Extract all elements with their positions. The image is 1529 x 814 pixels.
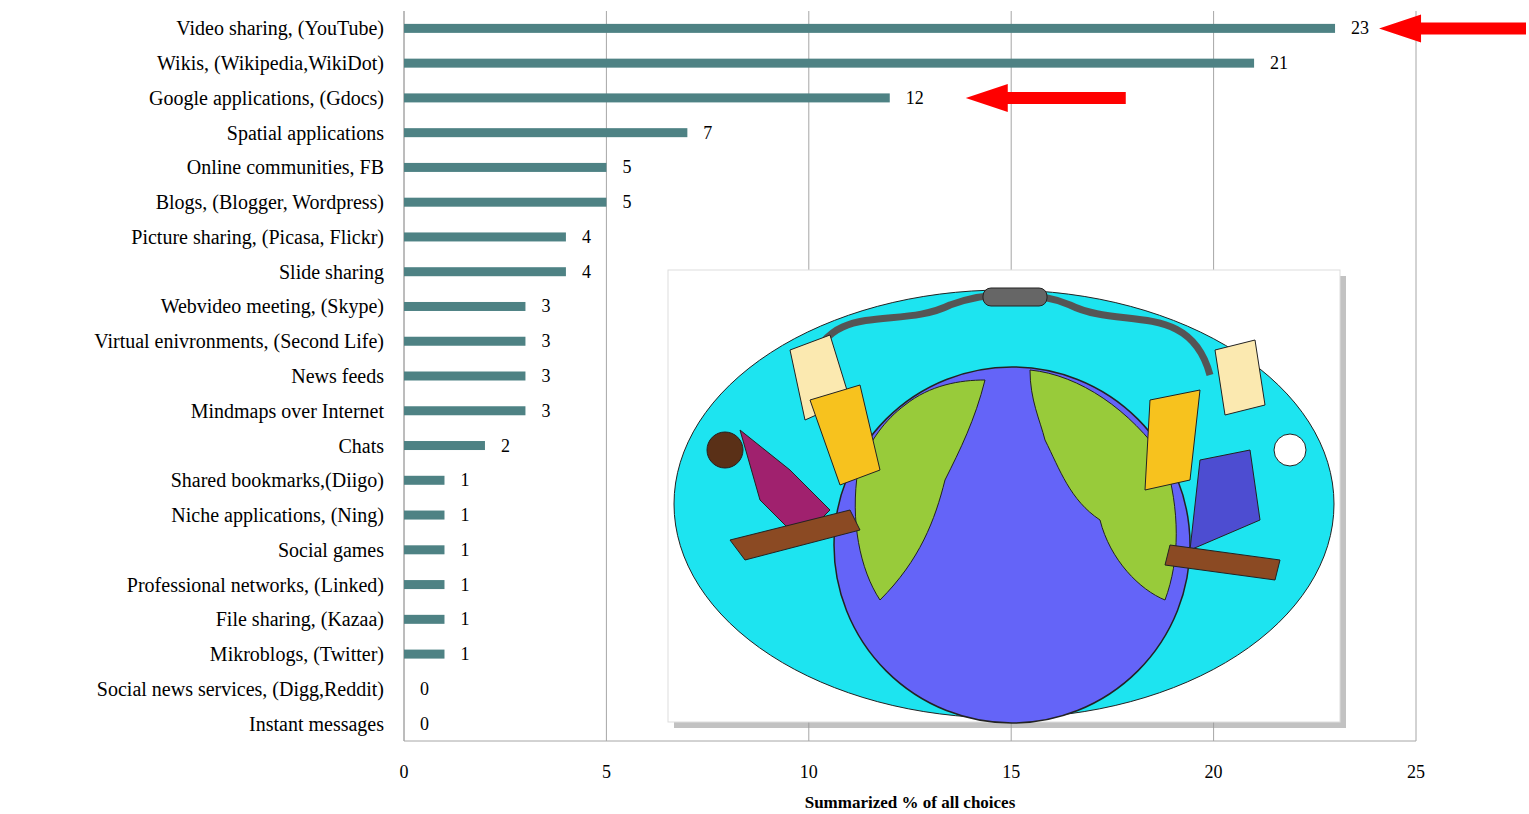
grid-line <box>606 11 607 741</box>
bar <box>404 580 444 589</box>
image-continent <box>855 380 985 600</box>
bar <box>404 372 525 381</box>
bar <box>404 511 444 520</box>
bar <box>404 719 405 728</box>
data-label: 2 <box>501 436 510 456</box>
category-label: Wikis, (Wikipedia,WikiDot) <box>157 52 384 75</box>
image-cable <box>812 294 1210 375</box>
data-label: 3 <box>541 401 550 421</box>
category-label: Online communities, FB <box>187 156 384 178</box>
grid-line <box>1416 11 1417 741</box>
image-desk <box>1165 545 1280 580</box>
tick-label: 10 <box>800 762 818 782</box>
category-label: Professional networks, (Linked) <box>127 574 384 597</box>
tick-label: 15 <box>1002 762 1020 782</box>
category-label: Virtual enivronments, (Second Life) <box>94 330 384 353</box>
data-label: 1 <box>460 540 469 560</box>
data-label: 23 <box>1351 18 1369 38</box>
category-label: Mindmaps over Internet <box>191 400 385 423</box>
category-label: Spatial applications <box>227 122 384 145</box>
data-label: 4 <box>582 262 591 282</box>
image-monitor <box>810 385 880 485</box>
category-label: Chats <box>338 435 384 457</box>
image-person <box>1190 450 1260 550</box>
image-person-head <box>707 432 743 468</box>
red-arrow <box>1379 14 1526 42</box>
arrow-shape <box>966 84 1126 112</box>
image-connector <box>983 288 1047 306</box>
bar <box>404 615 444 624</box>
category-label: Picture sharing, (Picasa, Flickr) <box>131 226 384 249</box>
bar <box>404 302 525 311</box>
bar <box>404 24 1335 33</box>
category-label: Shared bookmarks,(Diigo) <box>171 469 384 492</box>
category-label: Blogs, (Blogger, Wordpress) <box>156 191 384 214</box>
category-label: File sharing, (Kazaa) <box>216 608 384 631</box>
data-label: 1 <box>460 575 469 595</box>
category-label: Slide sharing <box>279 261 384 284</box>
data-label: 1 <box>460 470 469 490</box>
category-label: Niche applications, (Ning) <box>171 504 384 527</box>
data-label: 5 <box>622 157 631 177</box>
data-label: 0 <box>420 679 429 699</box>
tick-label: 5 <box>602 762 611 782</box>
bar <box>404 163 606 172</box>
red-arrow <box>966 84 1126 112</box>
data-label: 3 <box>541 366 550 386</box>
category-label: Google applications, (Gdocs) <box>149 87 384 110</box>
grid <box>404 11 1416 741</box>
bar <box>404 337 525 346</box>
tick-label: 0 <box>400 762 409 782</box>
tick-label: 20 <box>1205 762 1223 782</box>
category-label: Social news services, (Digg,Reddit) <box>97 678 384 701</box>
data-label: 3 <box>541 331 550 351</box>
x-axis-title: Summarized % of all choices <box>805 793 1016 812</box>
image-desk <box>730 510 860 560</box>
bar <box>404 267 566 276</box>
category-label: Video sharing, (YouTube) <box>176 17 384 40</box>
bar <box>404 198 606 207</box>
clip-art <box>668 270 1346 728</box>
category-label: Mikroblogs, (Twitter) <box>210 643 384 666</box>
chart-container: Video sharing, (YouTube) Wikis, (Wikipedi… <box>0 0 1529 814</box>
bar <box>404 59 1254 68</box>
category-label: Instant messages <box>249 713 384 736</box>
data-label: 7 <box>703 123 712 143</box>
bar <box>404 476 444 485</box>
x-axis-line <box>404 741 1416 742</box>
data-label: 4 <box>582 227 591 247</box>
bar <box>404 93 890 102</box>
arrow-shape <box>1379 14 1526 42</box>
bar <box>404 232 566 241</box>
data-label: 1 <box>460 505 469 525</box>
data-label: 0 <box>420 714 429 734</box>
bar <box>404 128 687 137</box>
image-globe <box>834 367 1190 723</box>
data-label: 21 <box>1270 53 1288 73</box>
category-label: Webvideo meeting, (Skype) <box>161 295 384 318</box>
data-label: 12 <box>906 88 924 108</box>
chart-svg: Video sharing, (YouTube) Wikis, (Wikipedi… <box>0 0 1529 814</box>
bar <box>404 406 525 415</box>
data-label: 1 <box>460 609 469 629</box>
image-monitor <box>1215 340 1265 415</box>
data-label: 3 <box>541 296 550 316</box>
tick-label: 25 <box>1407 762 1425 782</box>
image-frame <box>668 270 1340 722</box>
image-monitor <box>1145 390 1200 490</box>
bar <box>404 545 444 554</box>
bar <box>404 684 405 693</box>
data-label: 1 <box>460 644 469 664</box>
image-person-head <box>1274 434 1306 466</box>
bar <box>404 650 444 659</box>
category-label: Social games <box>278 539 384 562</box>
data-label: 5 <box>622 192 631 212</box>
category-label: News feeds <box>291 365 384 387</box>
bar <box>404 441 485 450</box>
